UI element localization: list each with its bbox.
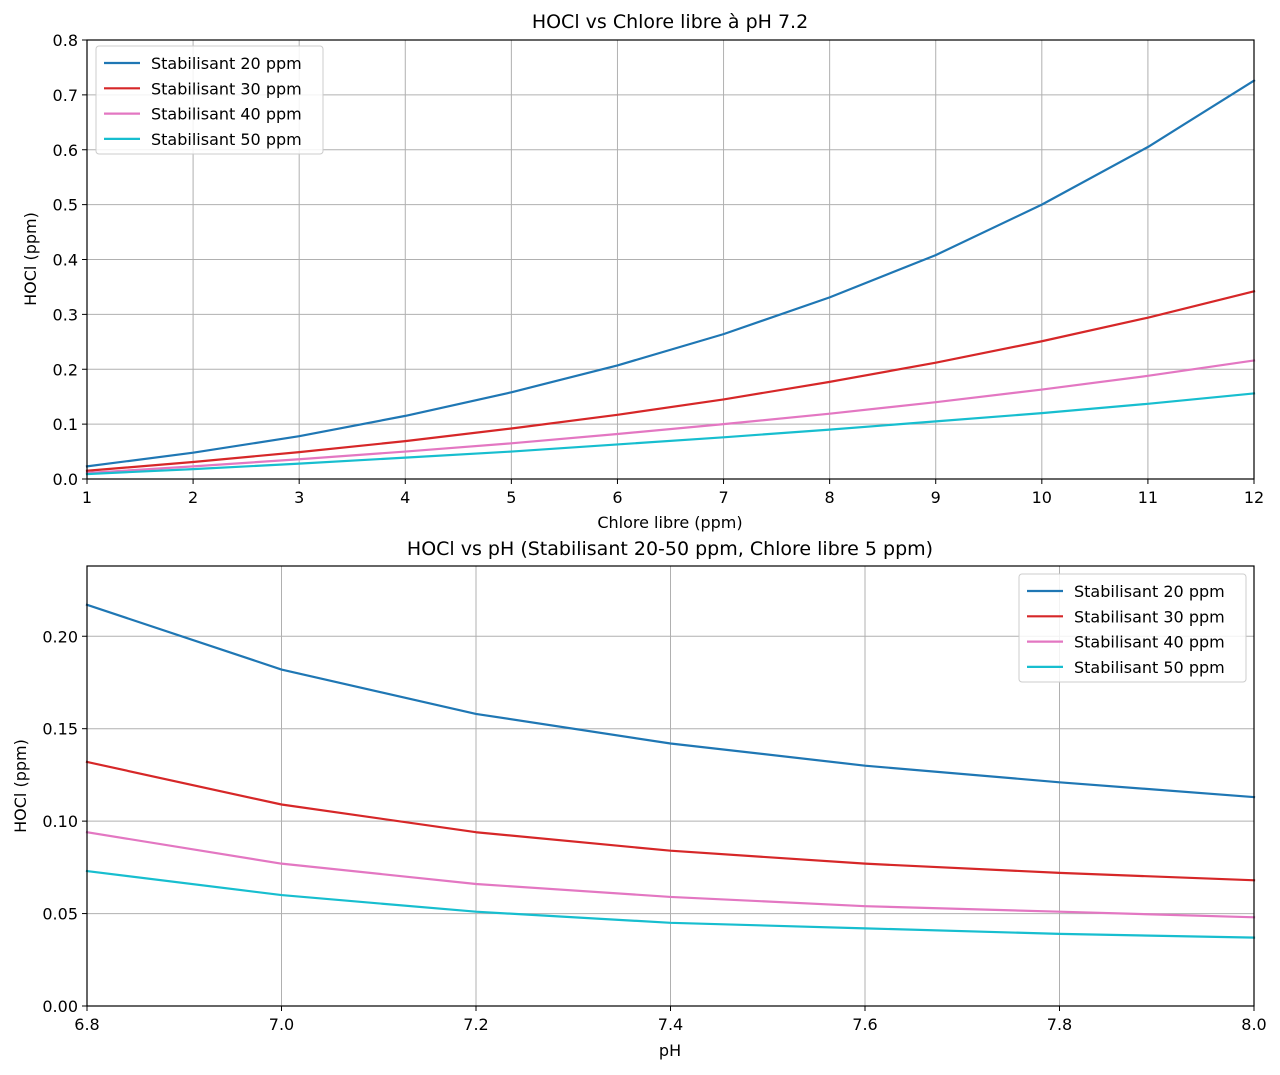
y-tick-label: 0.6 bbox=[53, 141, 78, 160]
y-tick-label: 0.4 bbox=[53, 251, 78, 270]
series-line-3 bbox=[85, 830, 1256, 919]
legend-label: Stabilisant 30 ppm bbox=[151, 79, 302, 98]
series-line-3 bbox=[85, 359, 1256, 475]
legend: Stabilisant 20 ppm Stabilisant 30 ppm Stab… bbox=[1018, 573, 1247, 683]
chart-hocl-vs-ph: HOCl vs pH (Stabilisant 20-50 ppm, Chlor… bbox=[11, 538, 1267, 1060]
x-tick-label: 6 bbox=[612, 488, 622, 507]
x-tick-label: 3 bbox=[294, 488, 304, 507]
x-tick-label: 10 bbox=[1032, 488, 1052, 507]
y-tick-label: 0.2 bbox=[53, 360, 78, 379]
series-line-2 bbox=[85, 760, 1256, 882]
series-lines bbox=[85, 79, 1256, 476]
series-lines bbox=[85, 603, 1256, 939]
x-tick-label: 7.0 bbox=[269, 1015, 294, 1034]
x-tick-label: 4 bbox=[400, 488, 410, 507]
chart-title: HOCl vs pH (Stabilisant 20-50 ppm, Chlor… bbox=[407, 538, 933, 560]
axis-ticks: 1 2 3 4 5 6 7 8 9 10 11 120.00.10.20.30.40.50.60.70… bbox=[53, 31, 1265, 507]
series-line-1 bbox=[85, 79, 1256, 468]
y-tick-label: 0.05 bbox=[42, 905, 78, 924]
y-tick-label: 0.20 bbox=[42, 627, 78, 646]
series-line-4 bbox=[85, 392, 1256, 476]
x-tick-label: 2 bbox=[188, 488, 198, 507]
y-axis-label: HOCl (ppm) bbox=[21, 212, 40, 306]
legend-label: Stabilisant 50 ppm bbox=[1074, 658, 1225, 677]
x-tick-label: 7.8 bbox=[1047, 1015, 1072, 1034]
x-tick-label: 6.8 bbox=[74, 1015, 99, 1034]
legend: Stabilisant 20 ppm Stabilisant 30 ppm Stab… bbox=[95, 45, 324, 155]
x-tick-label: 7 bbox=[718, 488, 728, 507]
x-axis-label: Chlore libre (ppm) bbox=[597, 513, 742, 532]
legend-box bbox=[95, 45, 324, 155]
y-tick-label: 0.15 bbox=[42, 720, 78, 739]
series-line-1 bbox=[85, 603, 1256, 799]
y-tick-label: 0.3 bbox=[53, 305, 78, 324]
y-tick-label: 0.10 bbox=[42, 812, 78, 831]
x-tick-label: 7.4 bbox=[658, 1015, 683, 1034]
x-tick-label: 11 bbox=[1138, 488, 1158, 507]
x-tick-label: 1 bbox=[82, 488, 92, 507]
series-line-4 bbox=[85, 869, 1256, 939]
legend-label: Stabilisant 50 ppm bbox=[151, 130, 302, 149]
axis-ticks: 6.8 7.0 7.2 7.4 7.6 7.8 8.0 0.00 0.05 0.10 0.15 0.2… bbox=[42, 627, 1266, 1034]
chart-title: HOCl vs Chlore libre à pH 7.2 bbox=[532, 11, 808, 33]
legend-label: Stabilisant 30 ppm bbox=[1074, 607, 1225, 626]
y-tick-label: 0.5 bbox=[53, 196, 78, 215]
x-tick-label: 8 bbox=[825, 488, 835, 507]
legend-label: Stabilisant 20 ppm bbox=[1074, 582, 1225, 601]
x-axis-label: pH bbox=[659, 1041, 681, 1060]
legend-box bbox=[1018, 573, 1247, 683]
series-line-2 bbox=[85, 289, 1256, 472]
legend-label: Stabilisant 40 ppm bbox=[1074, 633, 1225, 652]
x-tick-label: 7.6 bbox=[852, 1015, 877, 1034]
x-tick-label: 9 bbox=[931, 488, 941, 507]
legend-label: Stabilisant 20 ppm bbox=[151, 54, 302, 73]
x-tick-label: 5 bbox=[506, 488, 516, 507]
x-tick-label: 7.2 bbox=[463, 1015, 488, 1034]
y-tick-label: 0.1 bbox=[53, 415, 78, 434]
legend-label: Stabilisant 40 ppm bbox=[151, 105, 302, 124]
y-tick-label: 0.8 bbox=[53, 31, 78, 50]
y-tick-label: 0.0 bbox=[53, 470, 78, 489]
x-tick-label: 12 bbox=[1244, 488, 1264, 507]
y-tick-label: 0.00 bbox=[42, 997, 78, 1016]
y-axis-label: HOCl (ppm) bbox=[11, 739, 30, 833]
y-tick-label: 0.7 bbox=[53, 86, 78, 105]
x-tick-label: 8.0 bbox=[1241, 1015, 1266, 1034]
